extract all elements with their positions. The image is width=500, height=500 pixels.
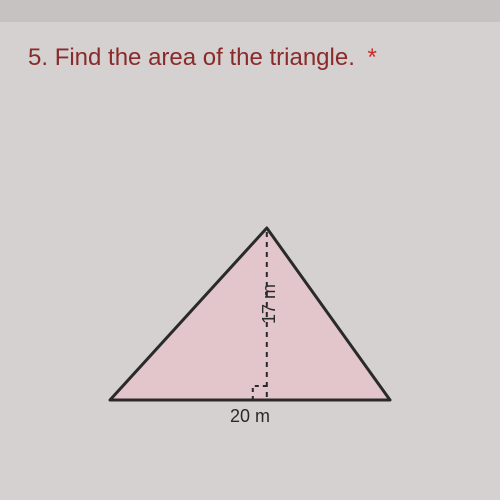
required-asterisk: * [368,44,377,71]
triangle-shape [110,228,390,400]
question-number: 5. [28,44,48,71]
header-strip [0,0,500,22]
triangle-svg: 17 m 20 m [100,210,400,430]
question-body: Find the area of the triangle. [55,44,355,71]
height-label: 17 m [259,284,279,324]
page: 5. Find the area of the triangle. * 17 m… [0,0,500,500]
triangle-figure: 17 m 20 m [100,210,420,470]
question-text: 5. Find the area of the triangle. * [28,44,377,72]
base-label: 20 m [230,406,270,426]
